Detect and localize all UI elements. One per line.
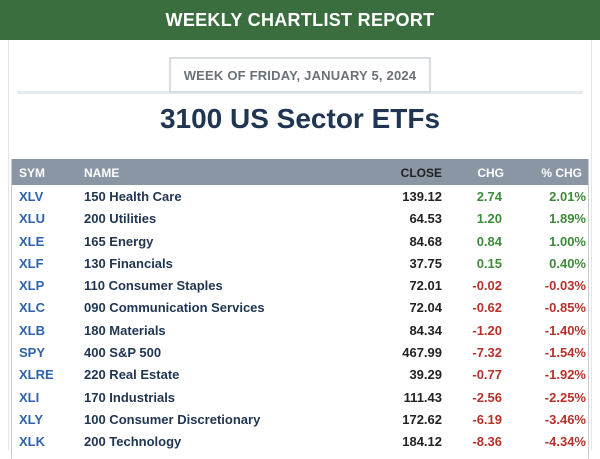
table-row[interactable]: XLC 090 Communication Services 72.04 -0.62 -… [12,296,588,318]
page-title: 3100 US Sector ETFs [159,103,441,134]
row-name: 110 Consumer Staples [84,278,223,294]
row-percent-change: -0.85% [544,300,586,316]
row-symbol[interactable]: XLV [19,189,44,204]
table-row[interactable]: XLP 110 Consumer Staples 72.01 -0.02 -0.03% [12,274,588,296]
week-label-box: WEEK OF FRIDAY, JANUARY 5, 2024 [169,57,431,93]
row-close: 467.99 [402,345,442,361]
row-percent-change: -1.92% [544,367,586,383]
row-percent-change: 2.01% [549,189,586,204]
row-change: -0.77 [472,367,502,383]
row-symbol[interactable]: XLU [19,211,45,227]
row-percent-change: 1.89% [549,211,586,227]
row-percent-change: 1.00% [549,233,586,249]
row-symbol[interactable]: XLC [19,300,45,316]
row-percent-change: -1.40% [544,322,586,338]
row-close: 139.12 [402,189,442,204]
table-row[interactable]: XLRE 220 Real Estate 39.29 -0.77 -1.92% [12,363,588,385]
table-row[interactable]: XLB 180 Materials 84.34 -1.20 -1.40% [12,319,588,341]
row-close: 72.04 [409,300,442,316]
table-row[interactable]: XLE 165 Energy 84.68 0.84 1.00% [12,230,588,252]
row-close: 39.29 [409,367,442,383]
row-name: 090 Communication Services [84,300,265,316]
row-close: 184.12 [402,434,442,450]
column-header-sym[interactable]: SYM [19,166,46,180]
table-row[interactable]: SPY 400 S&P 500 467.99 -7.32 -1.54% [12,341,588,363]
table-body: XLV 150 Health Care 139.12 2.74 2.01% XLU 200 … [12,185,588,453]
column-header-close[interactable]: CLOSE [400,166,442,180]
row-name: 130 Financials [84,255,173,271]
table-row[interactable]: XLU 200 Utilities 64.53 1.20 1.89% [12,207,588,229]
row-close: 111.43 [403,389,442,405]
table-row[interactable]: XLI 170 Industrials 111.43 -2.56 -2.25% [12,386,588,408]
row-symbol[interactable]: XLB [19,322,45,338]
row-name: 150 Health Care [84,189,182,204]
row-name: 220 Real Estate [84,367,180,383]
column-header-chg[interactable]: CHG [477,166,504,180]
row-change: 0.84 [476,233,502,249]
row-change: 2.74 [476,189,502,204]
page-border-right [591,40,592,450]
week-label: WEEK OF FRIDAY, JANUARY 5, 2024 [183,67,417,83]
row-percent-change: -0.03% [544,278,586,294]
page-border-left [8,40,9,450]
row-close: 72.01 [409,278,442,294]
report-banner: WEEKLY CHARTLIST REPORT [0,0,600,40]
row-symbol[interactable]: XLRE [19,367,54,383]
row-change: -7.32 [472,345,502,361]
table-row[interactable]: XLF 130 Financials 37.75 0.15 0.40% [12,252,588,274]
row-change: -1.20 [472,322,502,338]
row-symbol[interactable]: XLY [19,411,44,427]
row-change: -8.36 [472,434,502,450]
row-name: 165 Energy [84,233,154,249]
row-change: -0.62 [472,300,502,316]
row-change: -2.56 [472,389,502,405]
row-symbol[interactable]: SPY [19,345,46,361]
row-percent-change: 0.40% [549,255,586,271]
row-change: -6.19 [472,411,502,427]
table-row[interactable]: XLK 200 Technology 184.12 -8.36 -4.34% [12,430,588,452]
row-symbol[interactable]: XLK [19,434,45,450]
row-close: 84.68 [409,233,442,249]
row-name: 400 S&P 500 [84,345,162,361]
row-symbol[interactable]: XLI [19,389,40,405]
column-header-pct[interactable]: % CHG [541,166,582,180]
row-percent-change: -4.34% [544,434,586,450]
table-row[interactable]: XLY 100 Consumer Discretionary 172.62 -6.19… [12,408,588,430]
table-header-row: SYM NAME CLOSE CHG % CHG [12,159,588,185]
row-name: 100 Consumer Discretionary [84,411,261,427]
etf-table: SYM NAME CLOSE CHG % CHG XLV 150 Health C… [11,159,589,459]
table-row[interactable]: XLV 150 Health Care 139.12 2.74 2.01% [12,185,588,207]
row-change: 1.20 [476,211,502,227]
row-close: 64.53 [409,211,442,227]
row-name: 200 Utilities [84,211,157,227]
row-name: 170 Industrials [84,389,176,405]
row-close: 37.75 [409,255,442,271]
row-percent-change: -2.25% [544,389,586,405]
row-close: 172.62 [402,411,442,427]
row-change: -0.02 [472,278,502,294]
banner-title: WEEKLY CHARTLIST REPORT [165,9,435,30]
column-header-name[interactable]: NAME [84,166,120,180]
row-symbol[interactable]: XLE [19,233,45,249]
row-symbol[interactable]: XLP [19,278,45,294]
row-name: 200 Technology [84,434,182,450]
row-close: 84.34 [409,322,442,338]
row-change: 0.15 [476,255,502,271]
row-symbol[interactable]: XLF [19,255,44,271]
row-percent-change: -3.46% [544,411,586,427]
row-name: 180 Materials [84,322,166,338]
row-percent-change: -1.54% [544,345,586,361]
